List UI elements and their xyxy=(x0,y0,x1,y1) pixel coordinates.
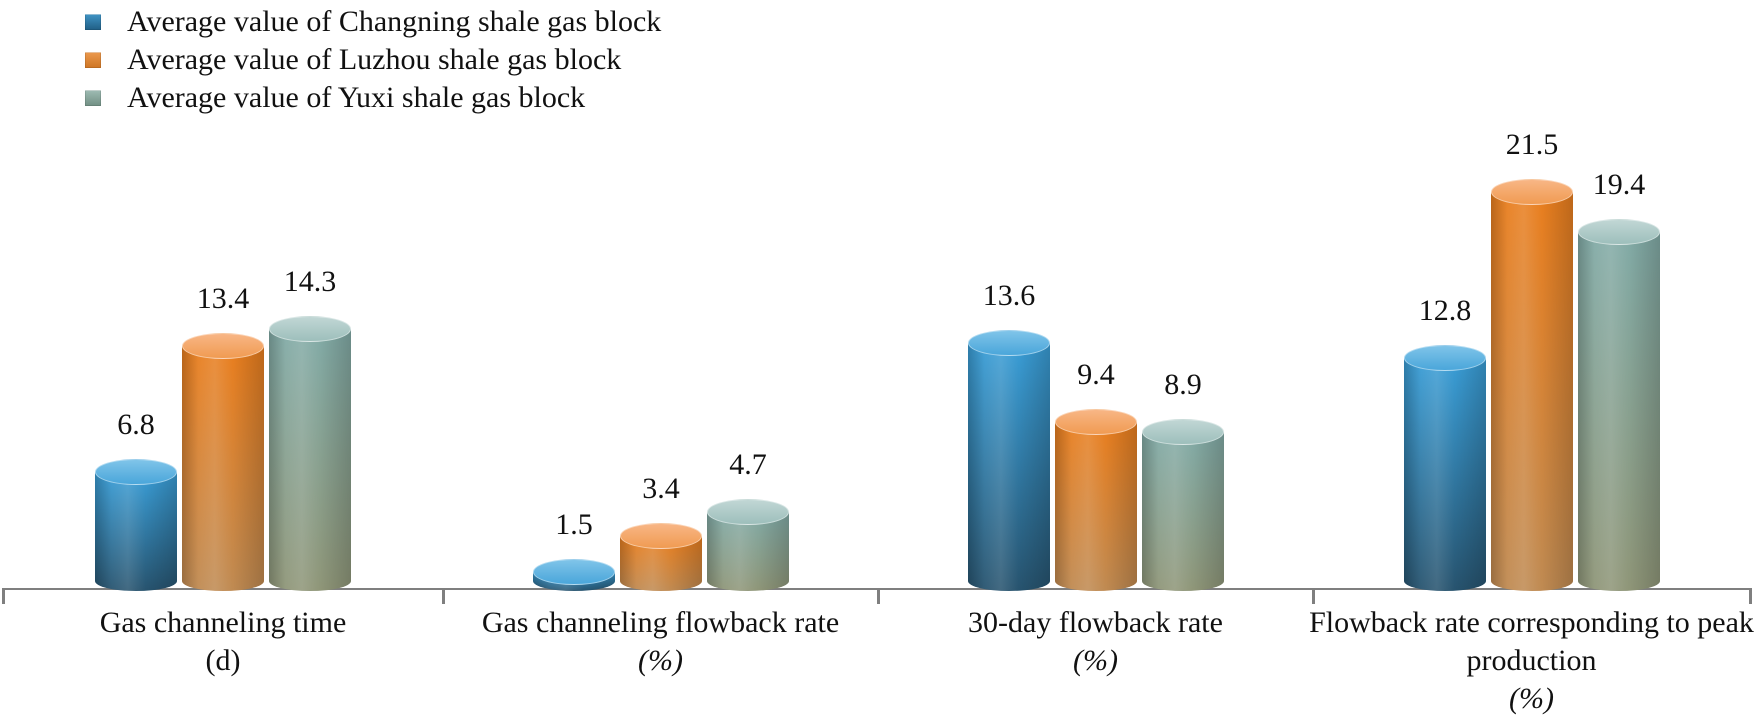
legend-label: Average value of Yuxi shale gas block xyxy=(127,81,586,114)
bar-cylinder xyxy=(269,316,351,591)
bar-cylinder-cap xyxy=(968,330,1050,356)
category-label: Flowback rate corresponding to peak prod… xyxy=(1302,604,1755,718)
legend: Average value of Changning shale gas blo… xyxy=(85,3,661,117)
legend-item: Average value of Changning shale gas blo… xyxy=(85,3,661,41)
bar-cylinder-cap xyxy=(1491,179,1573,205)
x-axis-tick xyxy=(442,588,445,604)
bar-cylinder-cap xyxy=(1142,419,1224,445)
value-label: 14.3 xyxy=(283,265,337,298)
bar-cylinder-body xyxy=(1142,432,1224,591)
legend-swatch-icon xyxy=(85,52,101,68)
bar-cylinder xyxy=(95,459,177,591)
bar-cylinder-cap xyxy=(707,499,789,525)
x-axis-line xyxy=(3,588,1750,590)
bar-cylinder-cap xyxy=(533,559,615,585)
category-label-text: Flowback rate corresponding to peak prod… xyxy=(1309,606,1754,677)
bar-cylinder xyxy=(182,333,264,591)
bar-cylinder-body xyxy=(1491,192,1573,591)
bar-cylinder xyxy=(533,559,615,591)
legend-item: Average value of Luzhou shale gas block xyxy=(85,41,661,79)
bar-cylinder xyxy=(1578,219,1660,591)
bar-cylinder-cap xyxy=(1578,219,1660,245)
bar-cylinder-body xyxy=(968,343,1050,591)
legend-swatch-icon xyxy=(85,90,101,106)
category-unit: (%) xyxy=(1509,682,1554,715)
bar-cylinder-body xyxy=(182,346,264,591)
value-label: 13.6 xyxy=(982,279,1036,312)
bar-cylinder xyxy=(707,499,789,591)
bar-cylinder-cap xyxy=(269,316,351,342)
legend-label: Average value of Changning shale gas blo… xyxy=(127,5,662,38)
bar-cylinder xyxy=(1491,179,1573,591)
bar-cylinder-body xyxy=(269,329,351,591)
category-label: 30-day flowback rate (%) xyxy=(866,604,1326,680)
value-label: 21.5 xyxy=(1505,128,1559,161)
value-label: 8.9 xyxy=(1164,368,1202,401)
bar-cylinder xyxy=(1404,345,1486,591)
category-unit: (d) xyxy=(205,644,241,677)
bar-cylinder-cap xyxy=(620,523,702,549)
legend-item: Average value of Yuxi shale gas block xyxy=(85,79,661,117)
legend-label: Average value of Luzhou shale gas block xyxy=(127,43,622,76)
value-label: 4.7 xyxy=(729,448,767,481)
x-axis-tick xyxy=(1312,588,1315,604)
value-label: 9.4 xyxy=(1077,358,1115,391)
value-label: 13.4 xyxy=(196,282,250,315)
value-label: 3.4 xyxy=(642,472,680,505)
bar-cylinder-cap xyxy=(95,459,177,485)
bar-cylinder-cap xyxy=(182,333,264,359)
category-label-text: Gas channeling time xyxy=(99,606,347,639)
value-label: 6.8 xyxy=(117,408,155,441)
bar-cylinder-body xyxy=(1578,232,1660,591)
bar-cylinder xyxy=(1055,409,1137,591)
legend-swatch-icon xyxy=(85,14,101,30)
bar-cylinder-body xyxy=(707,512,789,591)
category-label: Gas channeling flowback rate (%) xyxy=(431,604,891,680)
x-axis-tick xyxy=(2,588,5,604)
bar-cylinder xyxy=(968,330,1050,591)
bar-cylinder-body xyxy=(1055,422,1137,591)
bar-cylinder-cap xyxy=(1055,409,1137,435)
category-label-text: 30-day flowback rate xyxy=(968,606,1223,639)
category-unit: (%) xyxy=(638,644,683,677)
value-label: 12.8 xyxy=(1418,294,1472,327)
category-unit: (%) xyxy=(1073,644,1118,677)
bar-cylinder xyxy=(1142,419,1224,591)
bar-cylinder-body xyxy=(95,472,177,591)
category-label: Gas channeling time (d) xyxy=(0,604,453,680)
bar-cylinder-body xyxy=(1404,358,1486,591)
x-axis-tick xyxy=(877,588,880,604)
value-label: 1.5 xyxy=(555,508,593,541)
bar-cylinder xyxy=(620,523,702,591)
value-label: 19.4 xyxy=(1592,168,1646,201)
x-axis-tick xyxy=(1749,588,1752,604)
category-label-text: Gas channeling flowback rate xyxy=(481,606,840,639)
bar-cylinder-cap xyxy=(1404,345,1486,371)
